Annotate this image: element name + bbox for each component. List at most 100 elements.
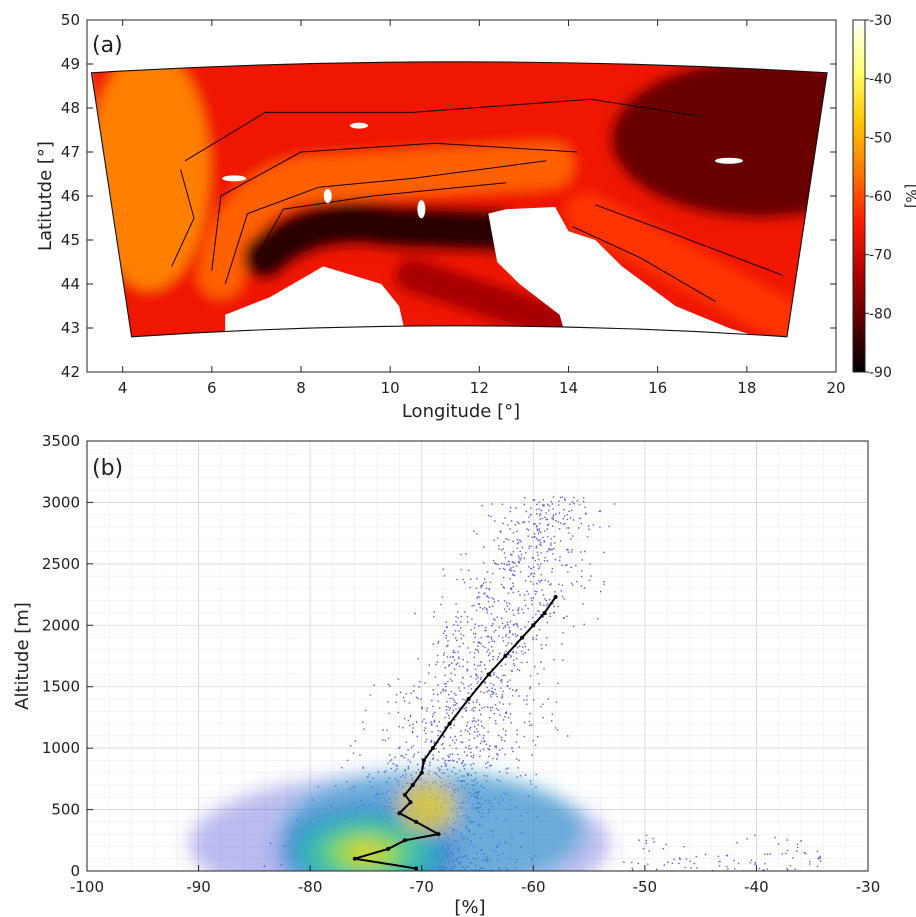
x-tick-label: -90 xyxy=(186,878,211,896)
colorbar-tick-label: -60 xyxy=(869,189,892,205)
mean-profile-point xyxy=(466,697,471,701)
colorbar-ticks: -90 -80 -70 -60 -50 -40 -30 xyxy=(865,13,892,381)
mean-profile-point xyxy=(447,721,452,726)
panel-b-axes-frame xyxy=(86,440,869,872)
mean-profile-point xyxy=(531,623,536,628)
y-tick-label: 1000 xyxy=(42,739,80,757)
adriatic-coast xyxy=(394,257,578,337)
y-tick-label: 1500 xyxy=(42,678,80,696)
y-tick-label: 3000 xyxy=(42,493,80,511)
y-tick-label: 45 xyxy=(61,231,80,249)
mean-profile-point xyxy=(386,846,391,851)
contour-line xyxy=(211,142,578,271)
y-tick-label: 50 xyxy=(61,11,80,29)
lake xyxy=(323,189,332,203)
x-tick-label: 8 xyxy=(296,379,306,397)
mean-profile-point xyxy=(419,770,424,775)
contour-line xyxy=(171,169,195,267)
lake xyxy=(222,175,247,182)
x-tick-label: -30 xyxy=(856,878,881,896)
x-tick-label: 10 xyxy=(381,379,400,397)
x-tick-label: 14 xyxy=(559,379,578,397)
y-axis-label: Altitude [m] xyxy=(12,602,33,710)
colorbar-tick-label: -30 xyxy=(869,13,892,29)
mean-profile-point xyxy=(430,746,435,751)
mean-profile-point xyxy=(421,758,426,763)
x-axis-ticks: -100 -90 -80 -70 -60 -50 -40 -30 xyxy=(70,865,880,896)
ligurian-sea xyxy=(225,266,408,337)
y-tick-label: 46 xyxy=(61,187,80,205)
eastern-lowlands xyxy=(610,61,828,219)
mean-profile-point xyxy=(402,792,407,797)
contour-lines xyxy=(171,98,783,303)
lake xyxy=(715,157,743,164)
y-tick-label: 49 xyxy=(61,55,80,73)
y-axis-ticks: 0 500 1000 1500 2000 2500 3000 3500 xyxy=(42,432,93,880)
mean-profile-point xyxy=(410,783,415,787)
mean-profile-point xyxy=(486,672,491,677)
y-tick-label: 43 xyxy=(61,319,80,337)
mean-profile-point xyxy=(553,595,558,600)
mean-profile-point xyxy=(503,654,508,658)
mean-profile-point xyxy=(542,611,547,615)
y-tick-label: 48 xyxy=(61,99,80,117)
panel-b-label: (b) xyxy=(92,456,123,481)
y-axis-ticks: 42 43 44 45 46 47 48 49 50 xyxy=(61,11,836,381)
x-axis-ticks: 4 6 8 10 12 14 16 18 20 xyxy=(118,20,846,397)
contour-line xyxy=(595,204,783,276)
x-tick-label: 16 xyxy=(648,379,667,397)
adriatic-sea xyxy=(488,207,787,337)
panel-a-label: (a) xyxy=(92,33,123,58)
x-tick-label: -80 xyxy=(298,878,323,896)
colorbar-tick-label: -80 xyxy=(869,306,892,322)
scatter-point-cloud xyxy=(255,496,822,871)
dinaric-mountains xyxy=(566,193,803,337)
colorbar-tick-label: -90 xyxy=(869,365,892,381)
sea-mask xyxy=(222,122,787,337)
domain-outline xyxy=(90,61,828,338)
contour-line xyxy=(572,226,716,303)
y-tick-label: 0 xyxy=(70,862,80,880)
x-tick-label: 12 xyxy=(470,379,489,397)
contour-line xyxy=(184,98,703,162)
x-axis-label: Longitude [°] xyxy=(402,401,520,422)
y-tick-label: 42 xyxy=(61,363,80,381)
x-tick-label: 4 xyxy=(118,379,128,397)
y-tick-label: 3500 xyxy=(42,432,80,450)
x-axis-label: [%] xyxy=(454,897,485,917)
y-tick-label: 47 xyxy=(61,143,80,161)
mean-profile-point xyxy=(436,832,441,837)
po-valley xyxy=(243,201,520,280)
mean-profile-point xyxy=(414,866,419,871)
alpine-ridges xyxy=(197,142,574,299)
y-tick-label: 44 xyxy=(61,275,80,293)
mean-profile-point xyxy=(352,856,357,861)
x-tick-label: -100 xyxy=(70,878,104,896)
colorbar-label: [%] xyxy=(902,184,916,208)
y-tick-label: 2000 xyxy=(42,616,80,634)
western-plains xyxy=(91,61,210,290)
mean-profile-points xyxy=(352,595,558,871)
colorbar-tick-label: -50 xyxy=(869,130,892,146)
x-tick-label: -70 xyxy=(409,878,434,896)
contour-line xyxy=(224,160,547,285)
y-tick-label: 500 xyxy=(51,801,80,819)
colorbar-bar xyxy=(852,19,866,373)
x-tick-label: -60 xyxy=(521,878,546,896)
x-tick-label: -40 xyxy=(744,878,769,896)
x-tick-label: -50 xyxy=(633,878,658,896)
mean-profile-point xyxy=(520,635,525,640)
x-tick-label: 6 xyxy=(207,379,217,397)
relief-map xyxy=(91,61,828,337)
scatter-points xyxy=(255,496,822,871)
lake xyxy=(349,122,368,129)
x-tick-label: 20 xyxy=(826,379,845,397)
mean-profile-point xyxy=(408,800,413,805)
density-secondary-peak xyxy=(399,781,456,834)
mean-profile-point xyxy=(397,811,402,816)
colorbar: -90 -80 -70 -60 -50 -40 -30 [%] xyxy=(852,13,916,381)
colorbar-tick-label: -70 xyxy=(869,248,892,264)
colorbar-tick-label: -40 xyxy=(869,72,892,88)
